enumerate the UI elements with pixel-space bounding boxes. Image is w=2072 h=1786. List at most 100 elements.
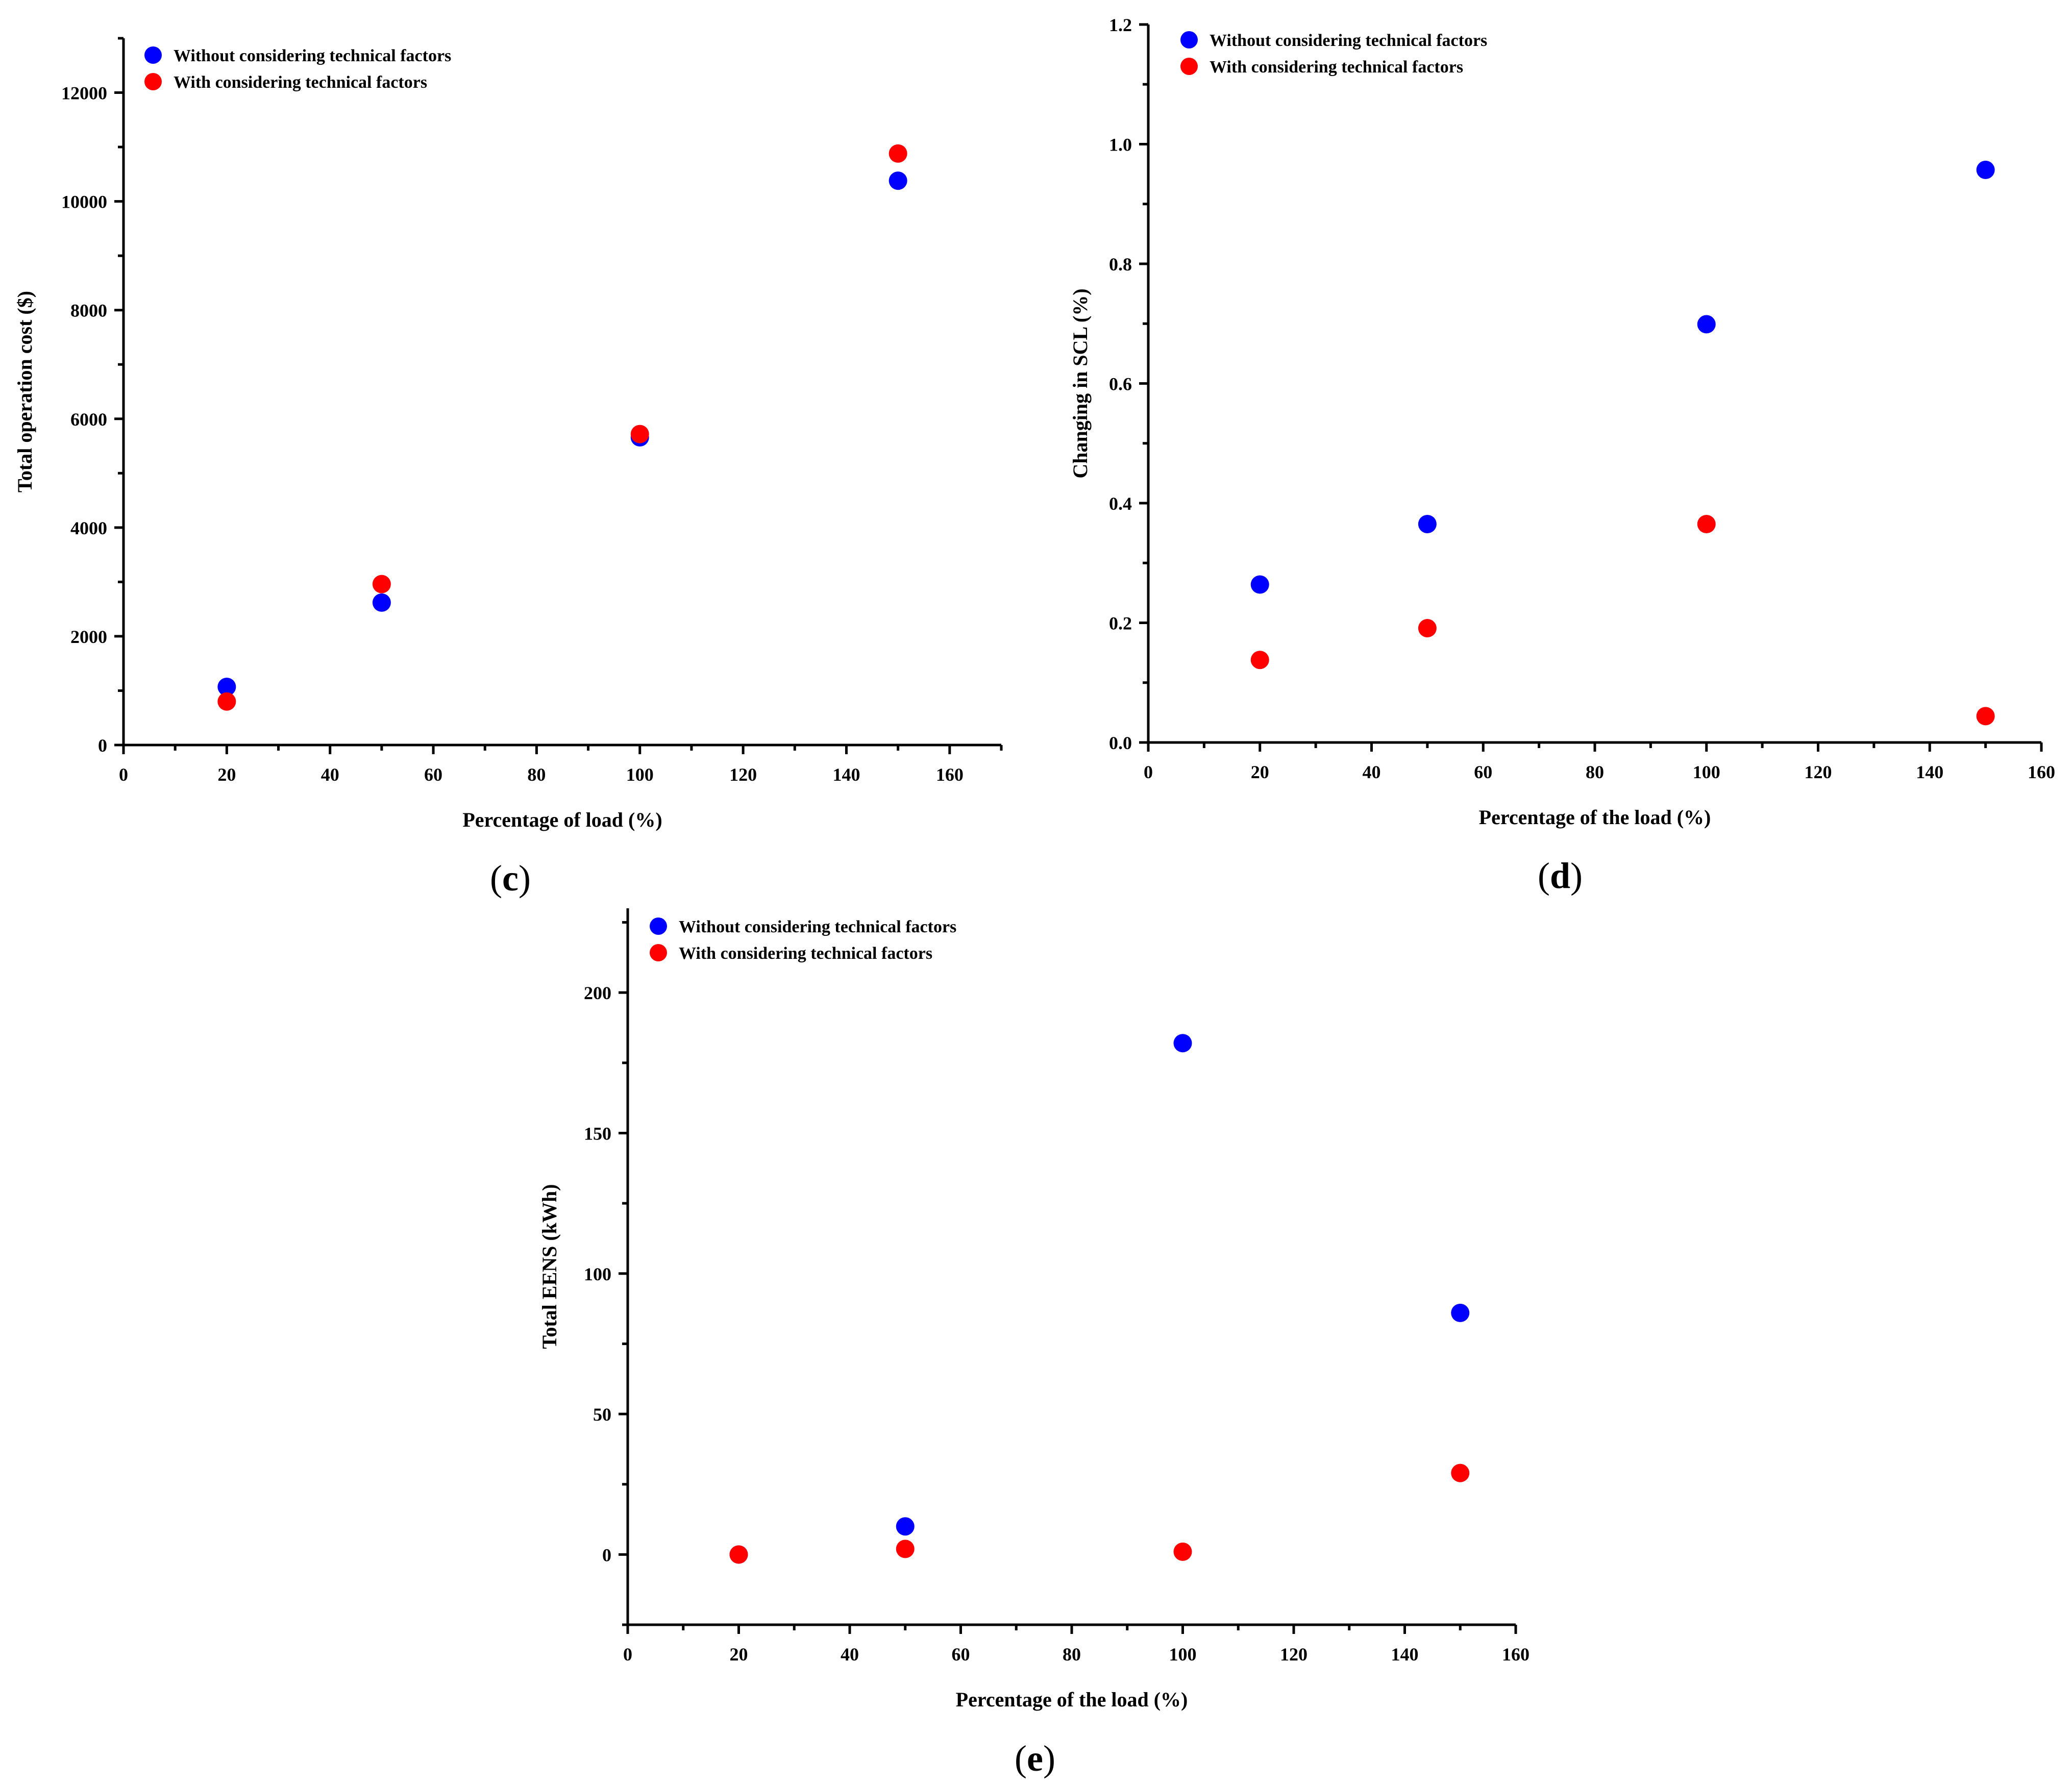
data-point-without [1250, 575, 1269, 594]
legend-label-without: Without considering technical factors [174, 46, 451, 65]
x-tick-label: 80 [1586, 762, 1604, 782]
x-tick-label: 100 [1169, 1644, 1197, 1665]
panel-caption: (d) [1538, 855, 1583, 896]
x-tick-label: 60 [952, 1644, 970, 1665]
y-tick-label: 8000 [70, 301, 107, 321]
chart-panel-e: 0 20 40 60 80 100 120 140 160 0 50 100 150 200 Percent… [538, 908, 1530, 1779]
data-point-with [217, 692, 236, 711]
panel-caption: (c) [490, 858, 531, 899]
x-tick-label: 140 [1391, 1644, 1419, 1665]
x-tick-label: 80 [1063, 1644, 1081, 1665]
y-tick-label: 150 [584, 1123, 611, 1144]
data-point-without [1976, 160, 1995, 179]
caption-paren-close: ) [1043, 1738, 1055, 1779]
x-tick-label: 40 [321, 764, 339, 785]
x-axis-title: Percentage of load (%) [462, 808, 662, 831]
x-tick-label: 0 [119, 764, 128, 785]
chart-panel-c: 0 20 40 60 80 100 120 140 160 0 2000 4000 6000 8000 10… [13, 37, 1003, 899]
data-point-without [889, 171, 907, 190]
y-tick-label: 0 [602, 1545, 611, 1565]
y-tick-label: 2000 [70, 627, 107, 647]
legend-marker-without [1180, 31, 1198, 48]
y-tick-label: 4000 [70, 518, 107, 538]
x-tick-label: 160 [936, 764, 964, 785]
legend-label-without: Without considering technical factors [1210, 31, 1487, 50]
y-axis-title: Total operation cost ($) [13, 291, 36, 492]
y-tick-label: 50 [593, 1404, 611, 1425]
x-tick-label: 20 [730, 1644, 748, 1665]
x-tick-label: 20 [1251, 762, 1269, 782]
y-tick-label: 0.0 [1109, 733, 1132, 753]
data-point-without [1173, 1034, 1192, 1053]
legend-label-with: With considering technical factors [1210, 58, 1463, 77]
caption-paren-close: ) [519, 858, 531, 899]
data-point-with [729, 1545, 748, 1564]
x-tick-label: 120 [1805, 762, 1832, 782]
caption-paren-open: ( [490, 858, 502, 899]
x-tick-label: 20 [217, 764, 236, 785]
data-point-without [1451, 1303, 1470, 1322]
x-tick-label: 160 [1502, 1644, 1530, 1665]
data-point-with [889, 144, 907, 163]
data-point-with [1173, 1542, 1192, 1561]
x-tick-label: 120 [729, 764, 757, 785]
legend-label-with: With considering technical factors [174, 73, 427, 92]
caption-letter: d [1550, 855, 1570, 896]
caption-paren-open: ( [1015, 1738, 1027, 1779]
legend-marker-without [144, 46, 162, 64]
caption-letter: c [502, 858, 519, 899]
caption-letter: e [1027, 1738, 1043, 1779]
y-tick-label: 1.2 [1109, 15, 1132, 35]
y-tick-label: 0.6 [1109, 374, 1132, 394]
y-tick-label: 0 [98, 735, 107, 756]
legend-label-without: Without considering technical factors [679, 917, 956, 936]
y-tick-label: 12000 [61, 83, 107, 104]
y-axis-title: Total EENS (kWh) [538, 1184, 561, 1349]
legend-marker-without [650, 917, 667, 935]
x-tick-label: 80 [527, 764, 546, 785]
data-point-without [372, 593, 391, 612]
y-tick-label: 100 [584, 1264, 611, 1284]
y-tick-label: 0.8 [1109, 254, 1132, 275]
x-axis-title: Percentage of the load (%) [956, 1688, 1188, 1711]
x-tick-label: 160 [2028, 762, 2055, 782]
data-point-without [1418, 515, 1437, 534]
x-tick-label: 100 [1693, 762, 1720, 782]
y-tick-label: 6000 [70, 409, 107, 430]
x-tick-label: 140 [1916, 762, 1943, 782]
data-point-without [217, 678, 236, 697]
x-tick-label: 0 [623, 1644, 632, 1665]
x-tick-label: 140 [832, 764, 860, 785]
data-point-without [896, 1517, 915, 1536]
y-tick-label: 10000 [61, 192, 107, 212]
x-tick-label: 120 [1280, 1644, 1308, 1665]
x-tick-label: 0 [1144, 762, 1153, 782]
x-tick-label: 60 [424, 764, 442, 785]
y-tick-label: 0.4 [1109, 493, 1132, 514]
data-point-with [372, 575, 391, 593]
x-axis-title: Percentage of the load (%) [1479, 806, 1711, 829]
legend-marker-with [650, 944, 667, 961]
caption-paren-close: ) [1570, 855, 1583, 896]
x-tick-label: 100 [626, 764, 654, 785]
x-tick-label: 40 [841, 1644, 859, 1665]
panel-caption: (e) [1015, 1738, 1055, 1779]
data-point-with [1697, 515, 1716, 534]
chart-panel-d: 0 20 40 60 80 100 120 140 160 0.0 0.2 0.4 0.6 0.8 1.0 1… [1069, 15, 2055, 896]
data-point-without [1697, 315, 1716, 334]
y-axis-title: Changing in SCL (%) [1069, 288, 1092, 478]
legend-label-with: With considering technical factors [679, 944, 932, 963]
x-tick-label: 40 [1363, 762, 1381, 782]
legend-marker-with [1180, 58, 1198, 75]
data-point-with [630, 425, 649, 443]
y-tick-label: 1.0 [1109, 135, 1132, 155]
data-point-with [1451, 1463, 1470, 1482]
data-point-with [1250, 651, 1269, 669]
y-tick-label: 200 [584, 983, 611, 1003]
data-point-with [1976, 707, 1995, 726]
y-tick-label: 0.2 [1109, 613, 1132, 634]
caption-paren-open: ( [1538, 855, 1550, 896]
x-tick-label: 60 [1474, 762, 1492, 782]
data-point-with [896, 1540, 915, 1558]
